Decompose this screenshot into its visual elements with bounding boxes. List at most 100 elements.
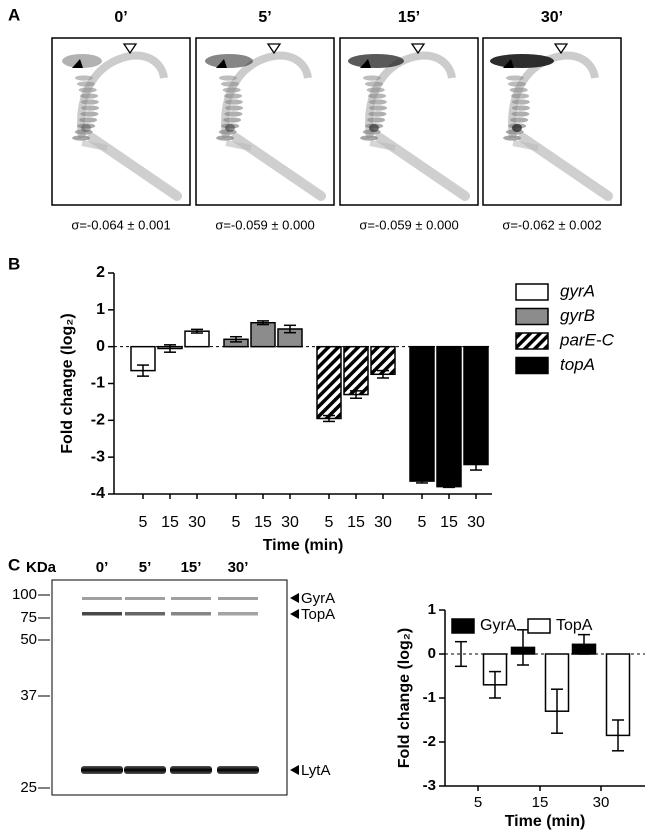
gel-band	[511, 99, 530, 105]
gel-streak	[81, 140, 108, 151]
lane-label: 5’	[139, 559, 152, 576]
error-bar	[377, 369, 389, 379]
band	[170, 766, 212, 774]
band	[218, 597, 258, 600]
band-arrow	[290, 593, 299, 603]
band	[217, 766, 259, 774]
band-arrow	[290, 765, 299, 775]
gel-band	[363, 75, 381, 81]
gel-image	[482, 37, 622, 206]
legend-swatch	[527, 618, 551, 634]
x-tick-label: 30	[593, 794, 610, 811]
unit-label: KDa	[26, 559, 57, 576]
gel-blob	[62, 54, 102, 68]
bar	[463, 345, 489, 466]
gel-band	[80, 99, 99, 105]
gel-arc	[77, 51, 168, 139]
legend-label: parE-C	[559, 330, 615, 349]
gel-band	[224, 99, 243, 105]
open-arrow	[266, 43, 282, 55]
gel-band	[364, 81, 383, 87]
y-tick-label: -2	[423, 733, 436, 750]
gel-band	[511, 93, 530, 99]
gel-band	[507, 81, 526, 87]
error-bar	[470, 458, 482, 471]
marker-label: 75	[20, 609, 37, 626]
filled-arrow	[360, 59, 371, 68]
gel-band	[224, 111, 243, 117]
gel-image	[51, 37, 191, 206]
lane-label: 30’	[228, 559, 249, 576]
error-bar	[230, 335, 242, 343]
error-bar	[416, 478, 428, 484]
gel-band	[368, 111, 387, 117]
filled-arrow	[503, 59, 514, 68]
legend-label: topA	[560, 355, 595, 374]
x-tick-label: 30	[467, 514, 485, 531]
error-bar	[164, 344, 176, 353]
gel-band	[80, 105, 99, 111]
y-tick-label: -1	[91, 375, 105, 392]
band-label: TopA	[301, 606, 335, 623]
gel-band	[511, 111, 530, 117]
x-axis-label: Time (min)	[263, 537, 344, 554]
gel-arc	[365, 51, 456, 139]
x-tick-label: 15	[161, 514, 179, 531]
y-tick-label: 1	[96, 301, 105, 318]
band	[82, 597, 122, 600]
x-tick-label: 5	[325, 514, 334, 531]
legend-label: gyrA	[560, 281, 595, 300]
error-bar	[323, 414, 335, 423]
gel-time: 30’	[541, 9, 563, 26]
band-label: GyrA	[301, 590, 335, 607]
y-tick-label: -3	[423, 777, 436, 794]
panel-label: A	[8, 5, 20, 24]
error-bar	[551, 688, 563, 734]
gel-time: 15’	[398, 9, 420, 26]
gel-band	[72, 135, 91, 141]
x-tick-label: 5	[418, 514, 427, 531]
gel-band	[510, 117, 529, 123]
x-tick-label: 30	[188, 514, 206, 531]
open-arrow	[410, 43, 426, 55]
legend-swatch	[515, 332, 549, 350]
gel-band	[78, 87, 97, 93]
gel-band	[74, 129, 93, 135]
gel-band	[368, 105, 387, 111]
bar	[316, 345, 342, 420]
gel-band	[75, 75, 93, 81]
y-axis-label: Fold change (log₂)	[396, 628, 413, 768]
band	[171, 612, 211, 616]
blot-frame	[51, 579, 288, 796]
lane-label: 0’	[96, 559, 109, 576]
sigma-label: σ=-0.059 ± 0.000	[215, 217, 314, 232]
band	[124, 766, 166, 774]
x-tick-label: 15	[254, 514, 272, 531]
gel-band	[360, 135, 379, 141]
panel-label: C	[8, 555, 20, 574]
marker-label: 100	[12, 586, 37, 603]
gel-spot	[81, 124, 91, 132]
y-tick-label: 0	[96, 338, 105, 355]
y-tick-label: 1	[428, 601, 436, 618]
gel-band	[80, 93, 99, 99]
error-bar	[578, 633, 590, 655]
gel-band	[222, 87, 241, 93]
error-bar	[284, 324, 296, 334]
gel-band	[79, 117, 98, 123]
bar	[250, 321, 276, 348]
error-bar	[455, 640, 467, 668]
gel-band	[368, 99, 387, 105]
gel-band	[218, 129, 237, 135]
marker-label: 25	[20, 779, 37, 796]
error-bar	[137, 364, 149, 377]
band	[82, 612, 122, 616]
gel-spot	[369, 124, 379, 132]
filled-arrow	[216, 59, 227, 68]
gel-band	[366, 87, 385, 93]
error-bar	[489, 670, 501, 699]
filled-arrow	[72, 59, 83, 68]
gel-streak	[369, 140, 396, 151]
